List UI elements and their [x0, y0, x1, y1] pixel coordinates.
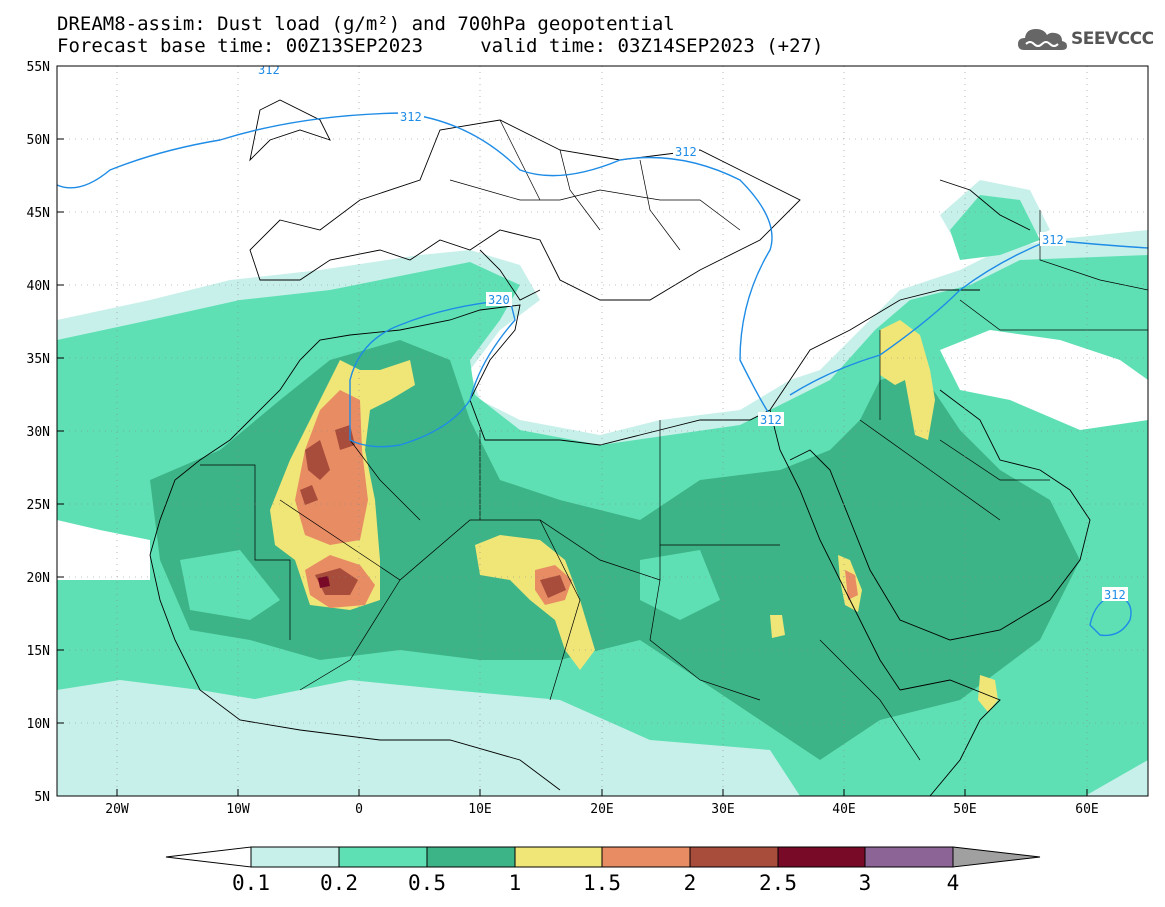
contour-label-312-c: 312 [675, 145, 697, 159]
colorbar-bin-5 [601, 846, 691, 868]
contour-label-320: 320 [488, 293, 510, 307]
colorbar-bin-1 [250, 846, 340, 868]
colorbar-label-0.2: 0.2 [320, 871, 358, 895]
colorbar [165, 846, 1041, 868]
lon-label-30e: 30E [711, 802, 734, 817]
coastlines [149, 99, 1091, 796]
lat-label-20n: 20N [27, 571, 50, 586]
contour-label-312-d: 312 [760, 413, 782, 427]
contour-312-arabian-sea [1089, 594, 1132, 637]
contour-320 [349, 299, 516, 448]
lat-label-5n: 5N [34, 790, 50, 805]
forecast-time-subtitle: Forecast base time: 00Z13SEP2023 valid t… [57, 35, 824, 57]
lat-label-10n: 10N [27, 717, 50, 732]
map-plot-area: 312 312 312 320 312 312 312 [57, 63, 1148, 796]
seevccc-logo: SEEVCCC [1016, 22, 1154, 56]
colorbar-bin-8 [864, 846, 954, 868]
colorbar-label-2.5: 2.5 [759, 871, 797, 895]
lat-label-45n: 45N [27, 206, 50, 221]
lat-label-55n: 55N [27, 60, 50, 75]
dust-load-shading [57, 180, 1148, 796]
colorbar-label-1: 1 [508, 871, 522, 895]
tick-marks [57, 65, 1088, 797]
lat-label-35n: 35N [27, 352, 50, 367]
contour-labels: 312 312 312 320 312 312 312 [256, 63, 1128, 602]
map-title: DREAM8-assim: Dust load (g/m²) and 700hP… [57, 13, 675, 35]
lat-label-15n: 15N [27, 644, 50, 659]
lon-label-40e: 40E [832, 802, 855, 817]
lon-label-10e: 10E [468, 802, 491, 817]
lon-label-20w: 20W [105, 802, 129, 817]
lat-label-50n: 50N [27, 133, 50, 148]
colorbar-label-0.5: 0.5 [408, 871, 446, 895]
lon-label-0: 0 [355, 802, 363, 817]
lon-label-20e: 20E [590, 802, 613, 817]
contour-312-east [789, 239, 1148, 396]
lon-label-60e: 60E [1075, 802, 1098, 817]
colorbar-label-1.5: 1.5 [583, 871, 621, 895]
colorbar-label-4: 4 [946, 871, 960, 895]
contour-312-north [57, 112, 773, 416]
colorbar-label-2: 2 [683, 871, 697, 895]
colorbar-bin-7 [777, 846, 866, 868]
lon-label-10w: 10W [226, 802, 250, 817]
contour-label-312-a: 312 [258, 63, 280, 77]
lon-label-50e: 50E [953, 802, 976, 817]
colorbar-label-0.1: 0.1 [232, 871, 270, 895]
colorbar-bin-3 [426, 846, 516, 868]
colorbar-bin-2 [338, 846, 428, 868]
contour-label-312-e: 312 [1042, 233, 1064, 247]
cloud-icon [1018, 29, 1067, 50]
colorbar-label-3: 3 [858, 871, 872, 895]
colorbar-bin-4 [514, 846, 603, 868]
colorbar-bin-6 [689, 846, 779, 868]
colorbar-high-triangle [952, 846, 1041, 868]
latitude-labels: 55N 50N 45N 40N 35N 30N 25N 20N 15N 10N … [27, 60, 50, 805]
contour-label-312-f: 312 [1104, 588, 1126, 602]
longitude-labels: 20W 10W 0 10E 20E 30E 40E 50E 60E [105, 802, 1098, 817]
logo-text: SEEVCCC [1071, 29, 1154, 49]
colorbar-low-triangle [165, 846, 252, 868]
lat-label-25n: 25N [27, 498, 50, 513]
lat-label-30n: 30N [27, 425, 50, 440]
lat-label-40n: 40N [27, 279, 50, 294]
contour-label-312-b: 312 [400, 110, 422, 124]
geopotential-contours [57, 112, 1148, 637]
